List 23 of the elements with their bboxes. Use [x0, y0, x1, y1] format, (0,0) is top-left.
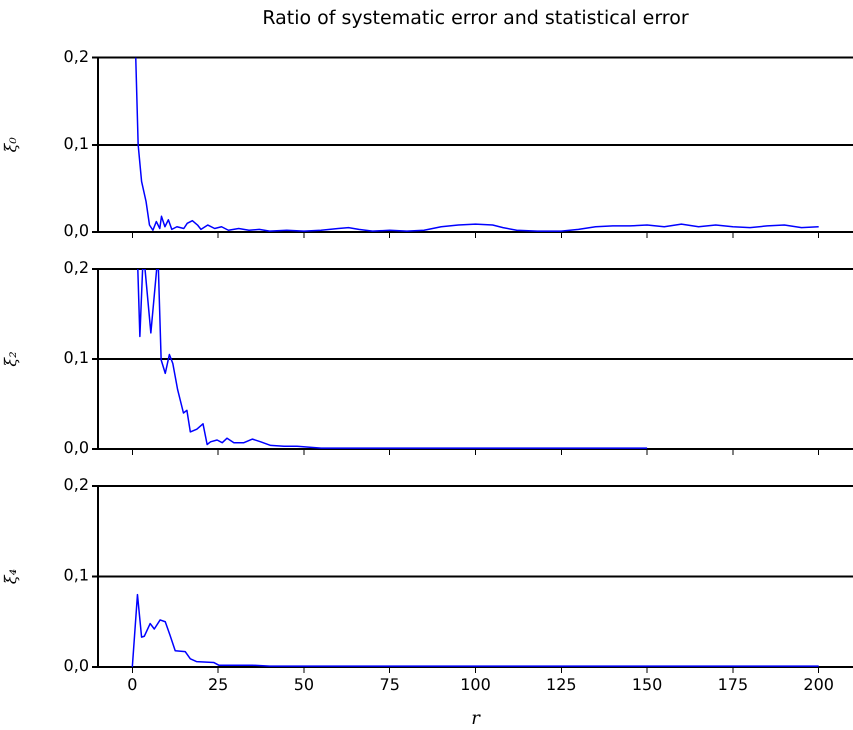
- x-tick-label: 100: [460, 674, 491, 694]
- y-axis-title: ξ₀: [0, 136, 20, 152]
- y-tick-label: 0,2: [64, 46, 89, 66]
- y-tick-label: 0,1: [64, 566, 89, 585]
- x-tick-label: 0: [127, 674, 138, 694]
- x-tick-label: 25: [208, 674, 228, 694]
- y-axis-title: ξ₄: [0, 568, 20, 584]
- x-tick-label: 50: [294, 674, 314, 694]
- y-tick-label: 0,1: [64, 134, 89, 153]
- x-tick-label: 200: [803, 674, 834, 694]
- y-axis-title: ξ₂: [0, 351, 20, 367]
- x-tick-label: 175: [718, 674, 748, 694]
- y-tick-label: 0,0: [64, 221, 89, 240]
- y-tick-label: 0,1: [64, 348, 89, 368]
- y-tick-label: 0,0: [64, 656, 89, 676]
- x-tick-label: 150: [632, 674, 662, 694]
- x-tick-label: 75: [380, 674, 400, 694]
- y-tick-label: 0,2: [64, 475, 89, 494]
- x-tick-label: 125: [546, 674, 577, 694]
- y-tick-label: 0,2: [64, 258, 89, 278]
- y-tick-label: 0,0: [64, 438, 89, 458]
- chart-title: Ratio of systematic error and statistical error: [261, 7, 690, 29]
- x-axis-title: r: [471, 708, 482, 729]
